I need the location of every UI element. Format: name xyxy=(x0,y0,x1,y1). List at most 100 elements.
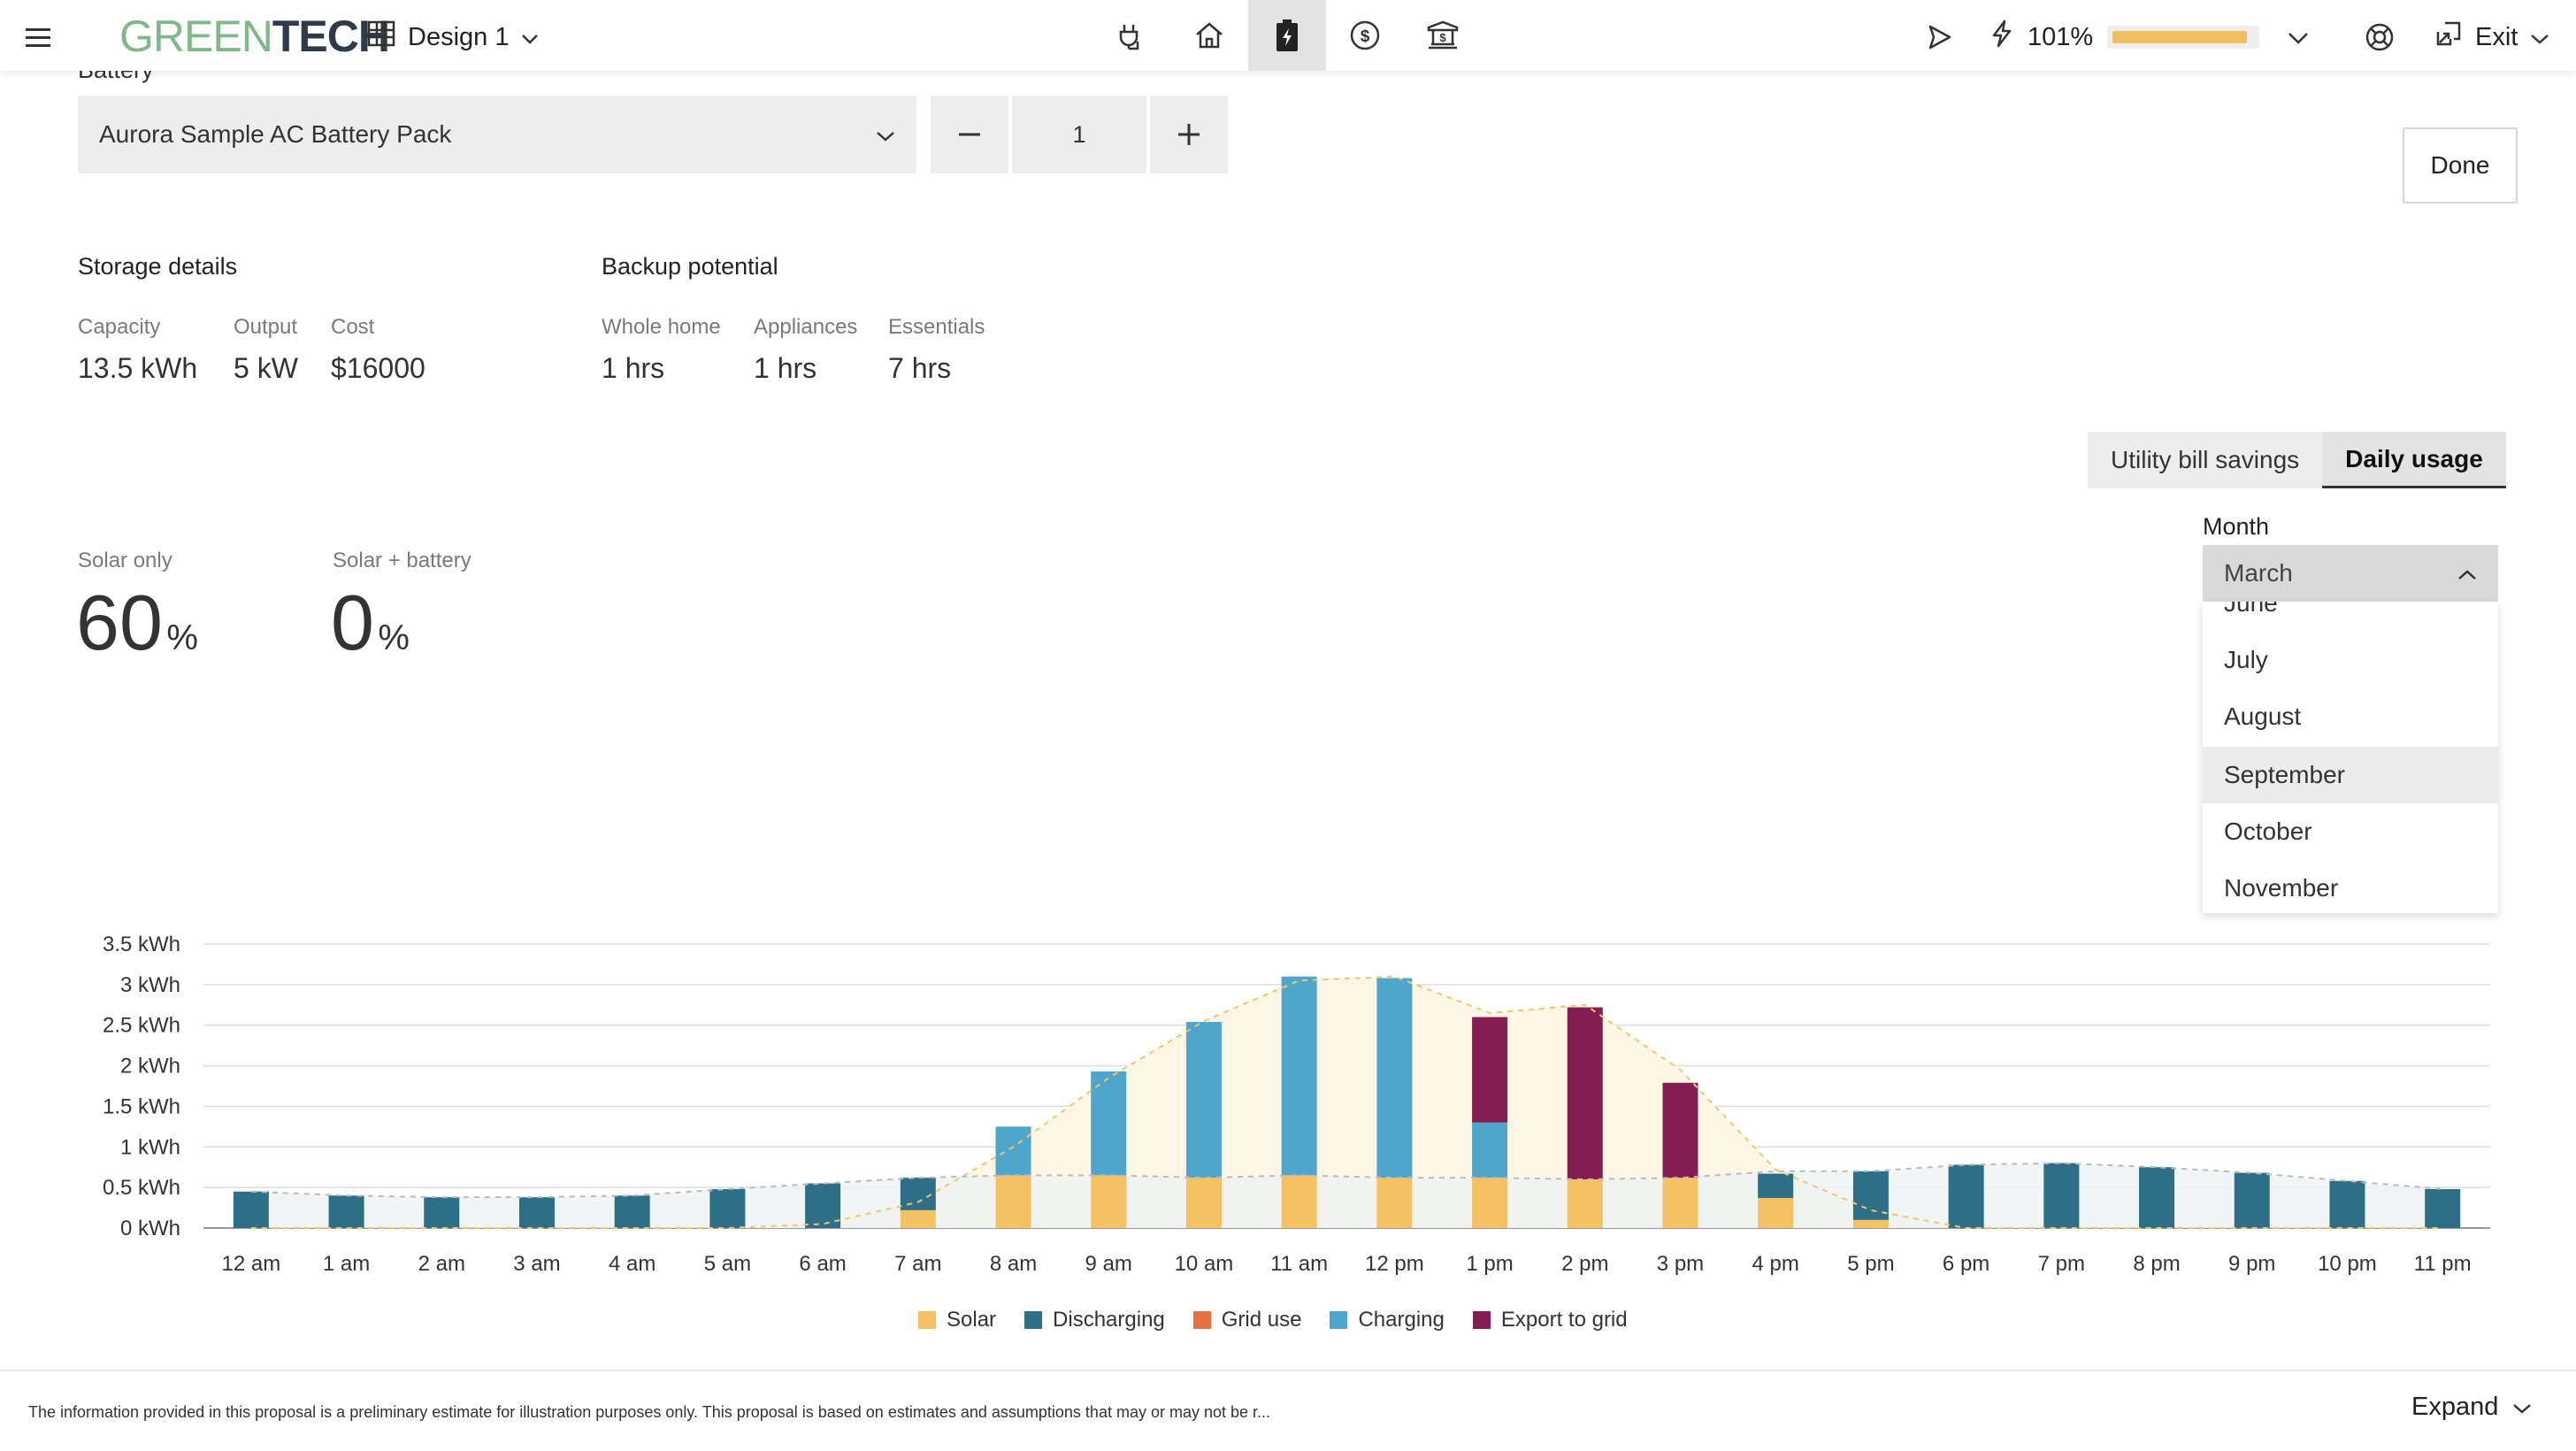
x-tick-label: 1 am xyxy=(323,1252,370,1276)
bar-solar[interactable] xyxy=(995,1175,1031,1228)
month-option-june[interactable]: June xyxy=(2224,602,2278,617)
bar-discharging[interactable] xyxy=(900,1178,936,1210)
bar-solar[interactable] xyxy=(1281,1175,1317,1228)
view-tabs: Utility bill savings Daily usage xyxy=(2088,432,2506,488)
bar-discharging[interactable] xyxy=(2425,1188,2461,1228)
month-option-september[interactable]: September xyxy=(2203,747,2498,803)
legend-swatch xyxy=(1472,1311,1491,1329)
brand-logo: GREENTECH xyxy=(119,11,390,62)
bar-solar[interactable] xyxy=(1376,1178,1413,1228)
month-option-october[interactable]: October xyxy=(2224,818,2312,845)
svg-text:$: $ xyxy=(1361,27,1370,46)
solar-production-area xyxy=(250,976,2443,1228)
bar-charging[interactable] xyxy=(1091,1071,1127,1176)
month-option-july[interactable]: July xyxy=(2224,646,2268,673)
bar-solar[interactable] xyxy=(1567,1178,1603,1228)
dollar-icon[interactable]: $ xyxy=(1326,0,1404,71)
bar-discharging[interactable] xyxy=(2043,1163,2080,1228)
bar-discharging[interactable] xyxy=(2234,1172,2270,1228)
send-icon[interactable] xyxy=(1920,18,1959,57)
expand-button[interactable]: Expand xyxy=(2411,1393,2532,1422)
chevron-down-icon xyxy=(2530,23,2549,52)
bar-discharging[interactable] xyxy=(424,1197,460,1228)
appliances-value: 1 hrs xyxy=(754,352,817,384)
bar-discharging[interactable] xyxy=(518,1197,555,1228)
legend-item-solar[interactable]: Solar xyxy=(918,1308,996,1332)
legend-item-discharging[interactable]: Discharging xyxy=(1024,1308,1165,1332)
help-lifebuoy-icon[interactable] xyxy=(2360,18,2399,57)
bar-discharging[interactable] xyxy=(2329,1180,2365,1228)
month-option-august[interactable]: August xyxy=(2224,702,2302,730)
chevron-down-icon[interactable] xyxy=(2288,23,2309,52)
consumption-area xyxy=(250,1163,2443,1228)
bar-charging[interactable] xyxy=(1376,978,1413,1178)
bar-charging[interactable] xyxy=(1185,1022,1222,1178)
x-tick-label: 1 pm xyxy=(1466,1252,1513,1276)
x-tick-label: 7 pm xyxy=(2038,1252,2085,1276)
hamburger-menu-icon[interactable] xyxy=(19,18,58,57)
x-tick-label: 6 am xyxy=(799,1252,846,1276)
month-dropdown-list[interactable]: June July August September October Novem… xyxy=(2203,602,2498,913)
bar-discharging[interactable] xyxy=(233,1191,269,1228)
minus-icon xyxy=(959,133,980,136)
plug-icon[interactable] xyxy=(1092,0,1170,71)
solar-battery-unit: % xyxy=(378,618,410,657)
tab-utility-bill-savings[interactable]: Utility bill savings xyxy=(2088,432,2323,488)
x-tick-label: 5 am xyxy=(704,1252,751,1276)
legend-swatch xyxy=(918,1311,936,1329)
quantity-increment-button[interactable] xyxy=(1150,96,1228,173)
exit-button[interactable]: Exit xyxy=(2434,18,2549,57)
design-selector[interactable]: Design 1 xyxy=(367,18,539,57)
expand-label: Expand xyxy=(2411,1393,2499,1421)
legend-item-grid-use[interactable]: Grid use xyxy=(1192,1308,1301,1332)
bar-solar[interactable] xyxy=(1185,1178,1222,1228)
bar-solar[interactable] xyxy=(900,1209,936,1228)
x-tick-label: 8 am xyxy=(990,1252,1037,1276)
legend-label: Charging xyxy=(1358,1308,1445,1332)
bar-discharging[interactable] xyxy=(1948,1164,1984,1228)
bar-solar[interactable] xyxy=(1852,1219,1889,1228)
bar-solar[interactable] xyxy=(1472,1178,1508,1228)
chevron-down-icon xyxy=(2512,1393,2532,1422)
bar-charging[interactable] xyxy=(1472,1122,1508,1178)
month-option-november[interactable]: November xyxy=(2224,874,2339,902)
legend-swatch xyxy=(1024,1311,1043,1329)
battery-selected-value: Aurora Sample AC Battery Pack xyxy=(99,120,452,148)
storage-details-title: Storage details xyxy=(78,253,238,280)
bar-export-to-grid[interactable] xyxy=(1567,1007,1603,1179)
x-tick-label: 11 pm xyxy=(2414,1252,2472,1276)
x-tick-label: 4 pm xyxy=(1752,1252,1799,1276)
capacity-label: Capacity xyxy=(78,315,161,339)
bar-solar[interactable] xyxy=(1662,1178,1698,1228)
month-select[interactable]: March xyxy=(2203,545,2498,602)
bar-solar[interactable] xyxy=(1758,1198,1794,1228)
bar-charging[interactable] xyxy=(995,1126,1031,1176)
battery-icon[interactable] xyxy=(1248,0,1326,71)
quantity-decrement-button[interactable] xyxy=(931,96,1008,173)
lightning-icon xyxy=(1990,19,2013,55)
bar-discharging[interactable] xyxy=(328,1195,364,1228)
x-tick-label: 2 am xyxy=(418,1252,465,1276)
bar-export-to-grid[interactable] xyxy=(1662,1082,1698,1178)
quantity-input[interactable]: 1 xyxy=(1012,96,1146,173)
bar-charging[interactable] xyxy=(1281,976,1317,1176)
performance-indicator[interactable]: 101% xyxy=(1990,18,2309,57)
bar-discharging[interactable] xyxy=(2139,1167,2175,1228)
backup-potential-title: Backup potential xyxy=(602,253,778,280)
bar-export-to-grid[interactable] xyxy=(1472,1017,1508,1123)
bar-discharging[interactable] xyxy=(614,1195,650,1228)
legend-item-charging[interactable]: Charging xyxy=(1330,1308,1445,1332)
done-button[interactable]: Done xyxy=(2403,127,2518,203)
home-icon[interactable] xyxy=(1170,0,1248,71)
solar-only-label: Solar only xyxy=(78,549,172,572)
bar-discharging[interactable] xyxy=(1758,1173,1794,1199)
month-selected-value: March xyxy=(2224,559,2293,587)
bar-discharging[interactable] xyxy=(709,1188,746,1228)
x-tick-label: 12 pm xyxy=(1365,1252,1424,1276)
chart-legend: Solar Discharging Grid use Charging Export t… xyxy=(918,1308,1628,1332)
battery-select[interactable]: Aurora Sample AC Battery Pack xyxy=(78,96,916,173)
tab-daily-usage[interactable]: Daily usage xyxy=(2322,432,2506,488)
legend-item-export-to-grid[interactable]: Export to grid xyxy=(1472,1308,1628,1332)
bank-icon[interactable]: $ xyxy=(1404,0,1482,71)
bar-solar[interactable] xyxy=(1091,1175,1127,1228)
